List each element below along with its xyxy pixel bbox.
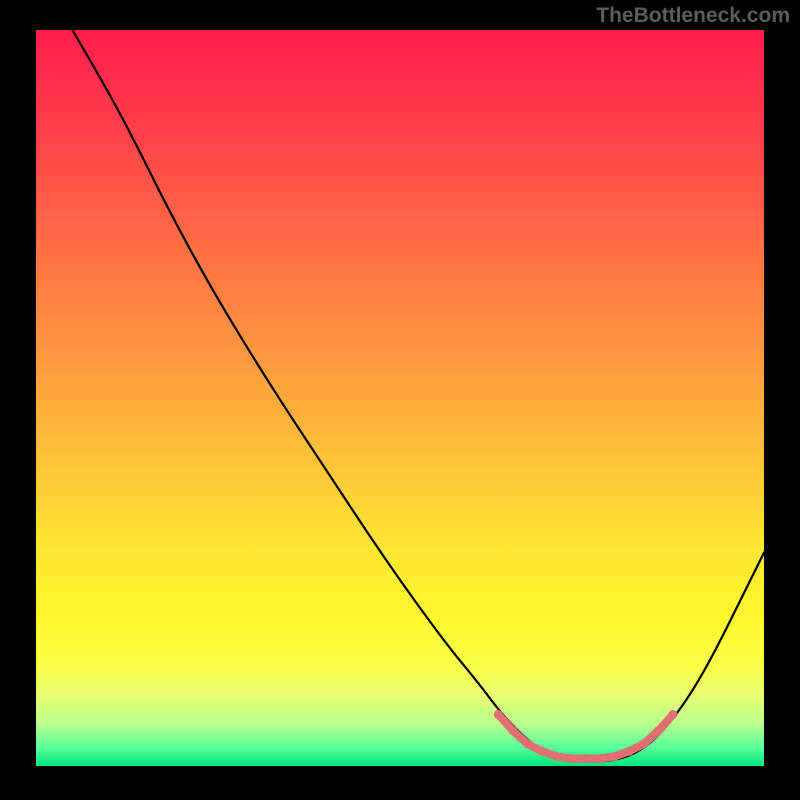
plot-gradient-background	[36, 30, 764, 766]
sweet-spot-dot	[596, 754, 605, 763]
sweet-spot-dot	[552, 752, 561, 761]
bottleneck-curve-chart	[0, 0, 800, 800]
sweet-spot-dot	[610, 752, 619, 761]
sweet-spot-dot	[537, 747, 546, 756]
sweet-spot-dot	[523, 739, 532, 748]
sweet-spot-dot	[654, 726, 663, 735]
sweet-spot-dot	[508, 726, 517, 735]
sweet-spot-dot	[494, 710, 503, 719]
sweet-spot-dot	[669, 710, 678, 719]
sweet-spot-dot	[639, 739, 648, 748]
sweet-spot-dot	[581, 754, 590, 763]
sweet-spot-dot	[625, 747, 634, 756]
sweet-spot-dot	[567, 754, 576, 763]
chart-root: TheBottleneck.com	[0, 0, 800, 800]
watermark-text: TheBottleneck.com	[596, 4, 790, 28]
